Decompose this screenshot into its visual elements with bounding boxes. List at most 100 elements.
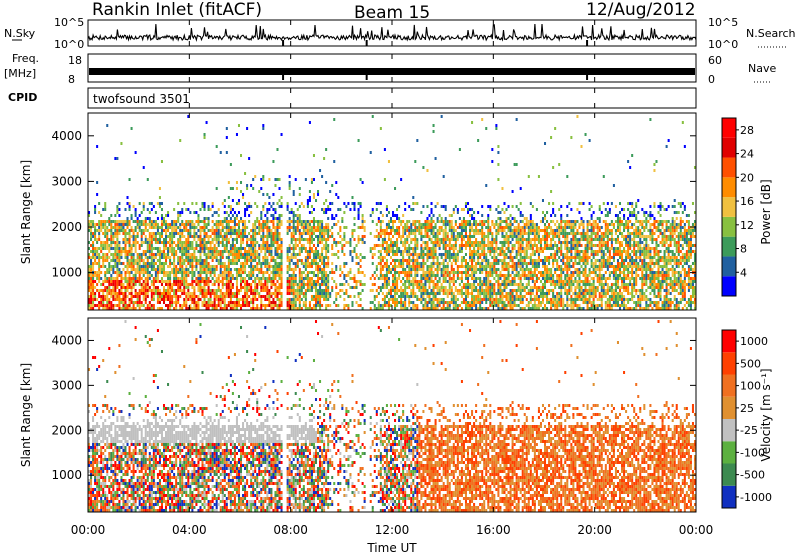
- range-cell: [237, 301, 240, 304]
- range-cell: [106, 124, 109, 127]
- range-cell: [452, 301, 455, 304]
- range-cell: [181, 208, 184, 211]
- range-cell: [98, 277, 101, 280]
- range-cell: [96, 193, 99, 196]
- range-cell: [246, 256, 249, 259]
- range-cell: [110, 295, 113, 298]
- range-cell: [519, 274, 522, 277]
- range-cell: [219, 232, 222, 235]
- range-cell: [187, 295, 190, 298]
- range-cell: [408, 232, 411, 235]
- range-cell: [165, 214, 168, 217]
- range-cell: [193, 307, 196, 310]
- range-cell: [102, 292, 105, 295]
- range-cell: [167, 289, 170, 292]
- range-cell: [134, 268, 137, 271]
- range-cell: [205, 283, 208, 286]
- range-cell: [270, 292, 273, 295]
- range-cell: [229, 271, 232, 274]
- range-cell: [426, 229, 429, 232]
- range-cell: [211, 220, 214, 223]
- range-cell: [306, 307, 309, 310]
- range-cell: [436, 217, 439, 220]
- range-cell: [203, 277, 206, 280]
- range-cell: [497, 232, 500, 235]
- range-cell: [525, 304, 528, 307]
- range-cell: [406, 274, 409, 277]
- range-cell: [424, 283, 427, 286]
- range-cell: [424, 226, 427, 229]
- range-cell: [420, 244, 423, 247]
- range-cell: [452, 307, 455, 310]
- range-cell: [181, 283, 184, 286]
- range-cell: [100, 250, 103, 253]
- range-cell: [211, 241, 214, 244]
- range-cell: [495, 301, 498, 304]
- range-cell: [369, 247, 372, 250]
- range-cell: [483, 280, 486, 283]
- range-cell: [387, 250, 390, 253]
- range-cell: [292, 280, 295, 283]
- range-cell: [487, 214, 490, 217]
- range-cell: [444, 307, 447, 310]
- range-cell: [418, 229, 421, 232]
- range-cell: [383, 178, 386, 181]
- range-cell: [523, 250, 526, 253]
- range-cell: [387, 292, 390, 295]
- range-cell: [404, 298, 407, 301]
- range-cell: [404, 295, 407, 298]
- range-cell: [444, 277, 447, 280]
- range-cell: [235, 214, 238, 217]
- range-cell: [481, 307, 484, 310]
- range-cell: [254, 229, 257, 232]
- range-cell: [310, 205, 313, 208]
- range-cell: [501, 247, 504, 250]
- range-cell: [428, 277, 431, 280]
- range-cell: [118, 292, 121, 295]
- range-cell: [144, 307, 147, 310]
- range-cell: [104, 241, 107, 244]
- range-cell: [138, 253, 141, 256]
- range-cell: [351, 229, 354, 232]
- range-cell: [341, 247, 344, 250]
- range-cell: [276, 220, 279, 223]
- range-cell: [142, 289, 145, 292]
- range-cell: [473, 259, 476, 262]
- range-cell: [446, 280, 449, 283]
- range-cell: [136, 256, 139, 259]
- range-cell: [237, 292, 240, 295]
- range-cell: [501, 244, 504, 247]
- range-cell: [308, 247, 311, 250]
- range-cell: [128, 307, 131, 310]
- range-cell: [396, 214, 399, 217]
- noise-left-label: N.Sky: [4, 27, 36, 40]
- range-cell: [493, 241, 496, 244]
- range-cell: [240, 238, 243, 241]
- range-cell: [473, 247, 476, 250]
- range-cell: [221, 235, 224, 238]
- range-cell: [171, 283, 174, 286]
- range-cell: [154, 235, 157, 238]
- range-cell: [507, 274, 510, 277]
- range-cell: [256, 256, 259, 259]
- range-cell: [173, 271, 176, 274]
- range-cell: [519, 289, 522, 292]
- range-cell: [280, 223, 283, 226]
- range-cell: [179, 289, 182, 292]
- range-cell: [215, 250, 218, 253]
- range-cell: [462, 259, 465, 262]
- range-cell: [402, 241, 405, 244]
- range-cell: [272, 256, 275, 259]
- range-cell: [92, 241, 95, 244]
- range-cell: [258, 283, 261, 286]
- range-cell: [414, 235, 417, 238]
- range-cell: [98, 226, 101, 229]
- range-cell: [258, 223, 261, 226]
- range-cell: [173, 208, 176, 211]
- range-cell: [471, 265, 474, 268]
- range-cell: [475, 304, 478, 307]
- range-cell: [418, 280, 421, 283]
- range-cell: [173, 283, 176, 286]
- range-cell: [412, 196, 415, 199]
- range-cell: [252, 298, 255, 301]
